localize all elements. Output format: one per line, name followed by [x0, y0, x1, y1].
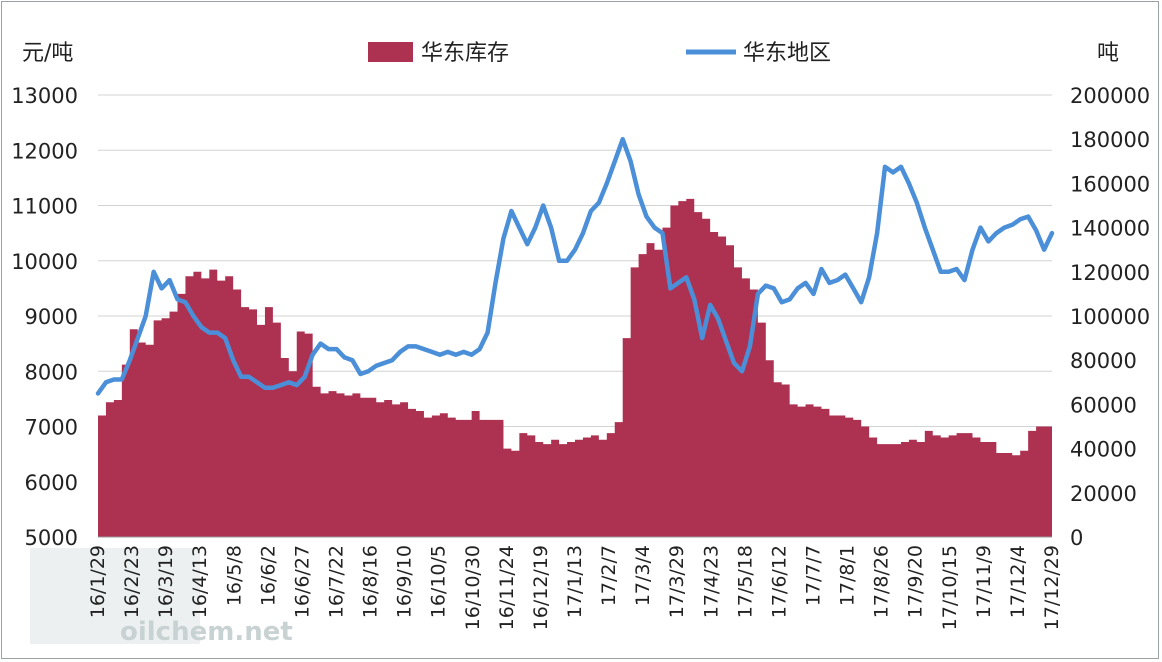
left-tick-label: 10000 [11, 250, 78, 274]
x-tick-label: 16/1/29 [87, 545, 109, 618]
x-tick-label: 17/3/4 [632, 545, 654, 606]
x-tick-label: 17/5/18 [734, 545, 756, 618]
x-tick-label: 17/8/26 [871, 545, 893, 618]
left-tick-label: 12000 [11, 139, 78, 163]
right-tick-label: 20000 [1070, 482, 1137, 506]
x-tick-label: 16/10/5 [428, 545, 450, 618]
left-tick-label: 9000 [25, 305, 78, 329]
x-tick-label: 16/11/24 [496, 545, 518, 630]
x-tick-label: 17/2/7 [598, 545, 620, 606]
right-tick-label: 100000 [1070, 305, 1150, 329]
right-tick-label: 40000 [1070, 438, 1137, 462]
right-axis-unit: 吨 [1097, 41, 1119, 66]
left-tick-label: 11000 [11, 195, 78, 219]
left-tick-label: 8000 [25, 360, 78, 384]
x-tick-label: 16/10/30 [462, 545, 484, 630]
legend-swatch-inventory [368, 42, 413, 62]
left-tick-label: 7000 [25, 416, 78, 440]
x-tick-label: 17/12/4 [1007, 545, 1029, 618]
right-tick-label: 160000 [1070, 172, 1150, 196]
left-tick-label: 5000 [25, 526, 78, 550]
watermark-logo: oilchem.net [30, 548, 293, 647]
legend: 华东库存 华东地区 [368, 41, 831, 66]
left-tick-label: 6000 [25, 471, 78, 495]
x-tick-label: 16/9/10 [394, 545, 416, 618]
x-tick-label: 17/1/13 [564, 545, 586, 618]
x-tick-label: 16/7/22 [326, 545, 348, 618]
left-axis-ticks: 5000 6000 7000 8000 9000 10000 11000 12000 13000 [11, 84, 78, 550]
watermark-block [30, 548, 200, 644]
legend-label-inventory: 华东库存 [421, 41, 509, 66]
x-tick-label: 16/5/8 [223, 545, 245, 606]
x-tick-label: 17/9/20 [905, 545, 927, 618]
right-tick-label: 200000 [1070, 84, 1150, 108]
watermark-text: oilchem.net [120, 617, 293, 647]
inventory-area-series [98, 198, 1052, 537]
left-axis-unit: 元/吨 [22, 41, 73, 66]
x-tick-label: 17/11/9 [973, 545, 995, 618]
right-tick-label: 0 [1070, 526, 1083, 550]
price-line [95, 136, 1055, 396]
left-tick-label: 13000 [11, 84, 78, 108]
x-tick-label: 17/10/15 [939, 545, 961, 630]
x-tick-label: 16/6/27 [291, 545, 313, 618]
x-tick-label: 16/8/16 [360, 545, 382, 618]
x-tick-label: 16/12/19 [530, 545, 552, 630]
x-tick-label: 16/3/19 [155, 545, 177, 618]
x-tick-label: 17/6/12 [768, 545, 790, 618]
x-tick-label: 17/12/29 [1041, 545, 1063, 630]
right-tick-label: 80000 [1070, 349, 1137, 373]
right-tick-label: 180000 [1070, 128, 1150, 152]
x-axis-ticks: 16/1/29 16/2/23 16/3/19 16/4/13 16/5/8 16/6/2… [87, 545, 1063, 630]
right-tick-label: 120000 [1070, 261, 1150, 285]
x-tick-label: 16/6/2 [257, 545, 279, 606]
x-tick-label: 16/2/23 [121, 545, 143, 618]
legend-label-price: 华东地区 [743, 41, 831, 66]
x-tick-label: 17/4/23 [700, 545, 722, 618]
right-tick-label: 140000 [1070, 217, 1150, 241]
x-tick-label: 17/3/29 [666, 545, 688, 618]
right-axis-ticks: 0 20000 40000 60000 80000 100000 120000 140000 1… [1070, 84, 1150, 550]
right-tick-label: 60000 [1070, 393, 1137, 417]
x-tick-label: 17/7/7 [803, 545, 825, 606]
x-tick-label: 17/8/1 [837, 545, 859, 606]
x-tick-label: 16/4/13 [189, 545, 211, 618]
price-line-series [95, 136, 1055, 396]
inventory-area [98, 198, 1052, 537]
